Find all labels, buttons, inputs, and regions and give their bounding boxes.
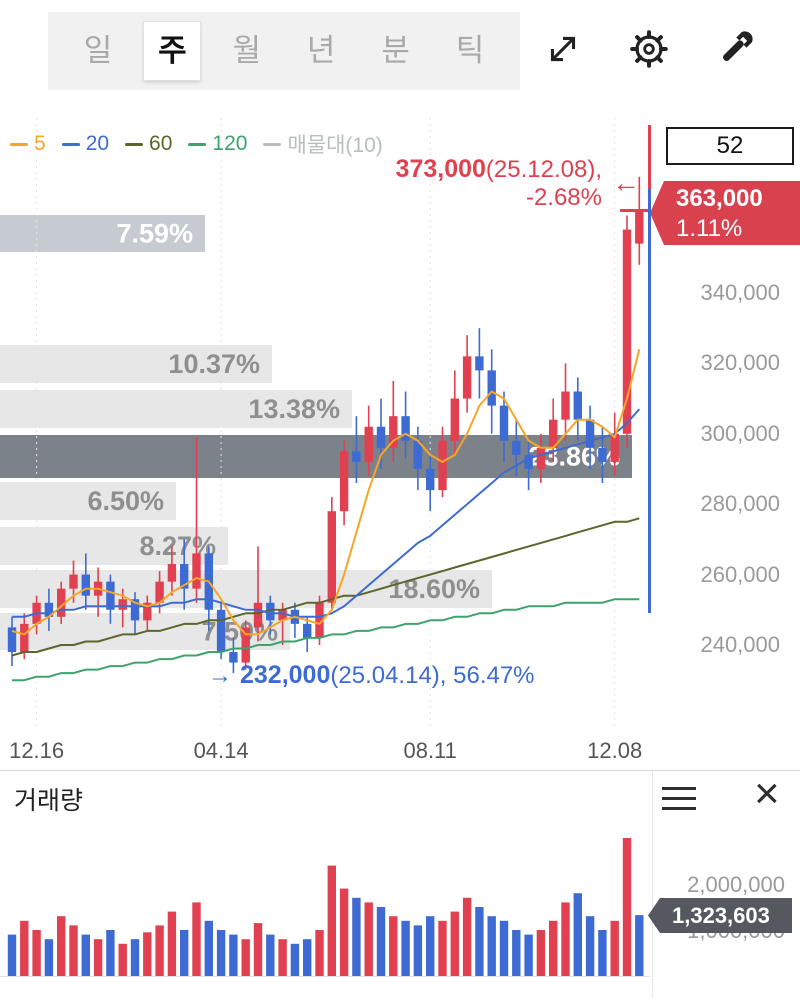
- menu-icon[interactable]: [662, 787, 696, 811]
- current-volume-badge: 1,323,603: [648, 898, 792, 933]
- tab-minute[interactable]: 분: [381, 33, 410, 68]
- high-price-value: 373,000: [395, 155, 486, 183]
- toolbar-icons: [540, 26, 758, 72]
- candle-count-input[interactable]: 52: [666, 127, 794, 165]
- date-tick-label: 12.08: [587, 738, 643, 763]
- date-tick-label: 04.14: [193, 738, 249, 763]
- settings-icon[interactable]: [626, 26, 672, 72]
- legend-label: 60: [149, 132, 173, 155]
- svg-text:18.60%: 18.60%: [388, 574, 480, 604]
- section-divider: [0, 770, 800, 771]
- volume-title: 거래량: [14, 787, 84, 815]
- toolbar: 일 주 월 년 분 틱: [0, 0, 800, 105]
- svg-text:7.50%: 7.50%: [201, 617, 278, 647]
- last-price-tick: [620, 209, 648, 212]
- svg-text:10.37%: 10.37%: [168, 349, 260, 379]
- volume-profile-dash-icon: [263, 142, 282, 146]
- wrench-icon[interactable]: [712, 26, 758, 72]
- price-chart[interactable]: 7.59%10.37%13.38%23.86%6.50%8.27%18.60%7…: [0, 118, 650, 730]
- range-marker-line: [648, 189, 651, 613]
- legend-item-ma20: 20: [61, 132, 110, 156]
- price-tick-label: 320,000: [700, 350, 780, 376]
- volume-axis-separator: [652, 771, 653, 998]
- svg-text:6.50%: 6.50%: [87, 486, 164, 516]
- legend-label: 20: [85, 132, 110, 155]
- legend-label: 120: [212, 132, 248, 155]
- volume-tick-2m: 2,000,000: [687, 872, 785, 897]
- tab-day[interactable]: 일: [83, 33, 113, 68]
- timeframe-tabs: 일 주 월 년 분 틱: [48, 12, 520, 90]
- tab-month[interactable]: 월: [232, 33, 262, 68]
- date-tick-label: 08.11: [403, 738, 457, 763]
- current-price-change: 1.11%: [676, 215, 743, 242]
- ma5-dash-icon: [10, 142, 28, 146]
- tab-tick[interactable]: 틱: [455, 33, 485, 68]
- chart-legend: 5 20 60 120 매물대(10): [10, 129, 383, 159]
- high-price-annotation: 373,000(25.12.08), -2.68%: [318, 155, 602, 212]
- low-arrow-icon: →: [208, 662, 232, 689]
- legend-item-volume-profile: 매물대(10): [263, 129, 383, 159]
- current-price-badge: 363,000 1.11%: [650, 181, 800, 245]
- volume-panel: 거래량 × 2,000,000 1,000,000 1,323,603: [0, 769, 800, 998]
- date-axis: 12.16 04.14 08.11 12.08: [0, 738, 650, 766]
- low-price-value: 232,000: [240, 661, 331, 689]
- low-price-suffix: (25.04.14), 56.47%: [330, 662, 535, 689]
- tab-week[interactable]: 주: [144, 22, 201, 80]
- svg-text:7.59%: 7.59%: [116, 219, 193, 249]
- close-icon[interactable]: ×: [754, 769, 780, 818]
- volume-chart[interactable]: [0, 811, 650, 981]
- high-price-suffix: (25.12.08), -2.68%: [485, 156, 602, 211]
- ma20-dash-icon: [61, 142, 80, 146]
- price-tick-label: 300,000: [700, 420, 780, 446]
- date-tick-label: 12.16: [9, 738, 65, 763]
- price-tick-label: 340,000: [700, 279, 780, 305]
- current-price-value: 363,000: [676, 185, 763, 212]
- legend-item-ma120: 120: [188, 132, 247, 156]
- tab-year[interactable]: 년: [306, 33, 336, 68]
- high-arrow-icon: ←: [612, 167, 640, 198]
- ma60-dash-icon: [125, 142, 144, 146]
- price-axis: 340,000 320,000 300,000 280,000 260,000 240,0…: [650, 105, 790, 765]
- low-price-annotation: → 232,000(25.04.14), 56.47%: [208, 661, 535, 690]
- legend-item-ma5: 5: [10, 132, 46, 156]
- price-tick-label: 260,000: [700, 561, 780, 587]
- svg-text:13.38%: 13.38%: [248, 394, 340, 424]
- expand-icon[interactable]: [540, 26, 586, 72]
- price-tick-label: 280,000: [700, 491, 780, 517]
- legend-label: 매물대(10): [287, 134, 383, 157]
- price-chart-area: 7.59% 10.37% 13.38% 23.86% 6.50% 8.27% 18.60% 7…: [0, 105, 800, 770]
- ma120-dash-icon: [188, 142, 207, 146]
- svg-text:8.27%: 8.27%: [139, 531, 216, 561]
- legend-item-ma60: 60: [125, 132, 172, 156]
- legend-label: 5: [34, 132, 46, 155]
- price-tick-label: 240,000: [700, 631, 780, 657]
- range-marker-high-line: [648, 125, 651, 189]
